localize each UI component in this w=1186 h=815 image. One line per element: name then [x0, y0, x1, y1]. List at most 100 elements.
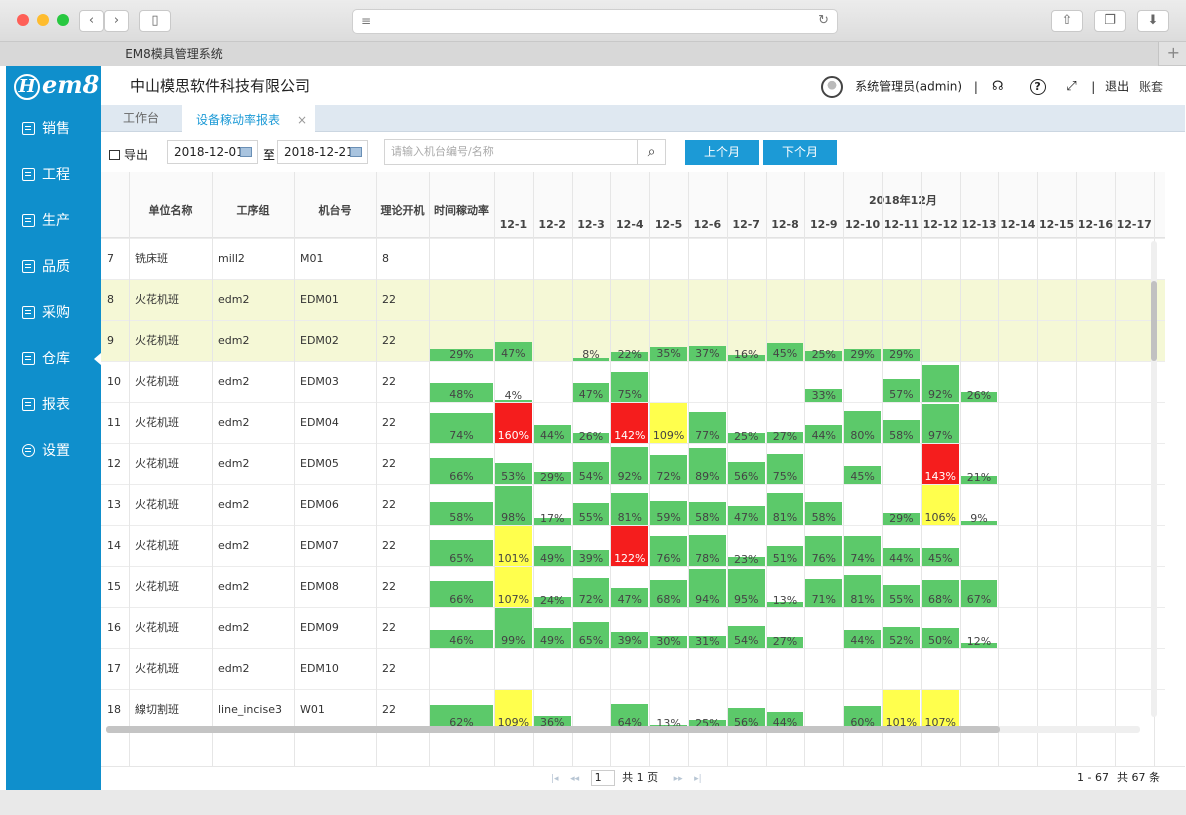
table-row[interactable]: 10 火花机班 edm2 EDM03 22 48% 4% 47% 75% 33% 57% 92% 26%	[101, 361, 1165, 402]
first-page-icon[interactable]: |◂	[551, 774, 559, 784]
headset-icon[interactable]: ☊	[992, 79, 1004, 94]
zoom-window-icon[interactable]	[57, 14, 69, 26]
header-hours[interactable]: 理论开机	[380, 204, 425, 217]
utilization-bar: 45%	[766, 343, 804, 361]
bar-label: 74%	[449, 429, 474, 442]
share-icon[interactable]: ⇧	[1051, 10, 1083, 32]
table-row[interactable]: 9 火花机班 edm2 EDM02 22 29% 47% 8% 22% 35% 37% 16% 45% 2…	[101, 320, 1165, 361]
avatar[interactable]	[821, 76, 844, 98]
vertical-scrollbar[interactable]	[1151, 241, 1157, 717]
header-day[interactable]: 12-13	[961, 218, 997, 231]
search-icon[interactable]: ⌕	[637, 140, 665, 164]
next-page-icon[interactable]: ▸▸	[673, 774, 683, 784]
utilization-bar: 50%	[921, 628, 959, 648]
browser-tab[interactable]: EM8模具管理系统	[0, 42, 1159, 66]
fullscreen-icon[interactable]: ⤢	[1066, 79, 1077, 94]
next-month-button[interactable]: 下个月	[763, 140, 837, 165]
bar-label: 89%	[695, 470, 720, 483]
scroll-thumb[interactable]	[1151, 281, 1157, 361]
bar-label: 16%	[733, 348, 759, 361]
bar-label: 49%	[539, 634, 565, 647]
close-tab-icon[interactable]: ×	[296, 113, 307, 127]
utilization-bar: 72%	[650, 455, 687, 484]
header-day[interactable]: 12-15	[1038, 218, 1075, 231]
header-day[interactable]: 12-16	[1077, 218, 1113, 231]
header-rate[interactable]: 时间稼动率	[434, 204, 489, 217]
table-row[interactable]: 18 線切割班 line_incise3 W01 22 62% 109% 36% 64% 13% 2…	[101, 689, 1165, 730]
table-row[interactable]: 15 火花机班 edm2 EDM08 22 66% 107% 24% 72% 47% 68% 94% 9…	[101, 566, 1165, 607]
header-group[interactable]: 工序组	[236, 204, 270, 217]
sidebar-item-warehouse[interactable]: 仓库	[6, 339, 101, 379]
sidebar-item-quality[interactable]: 品质	[6, 247, 101, 287]
utilization-bar: 21%	[960, 472, 998, 484]
header-day[interactable]: 12-4	[616, 218, 644, 231]
table-row[interactable]: 16 火花机班 edm2 EDM09 22 46% 99% 49% 65% 39% 30% 31% 54…	[101, 607, 1165, 648]
header-unit[interactable]: 单位名称	[148, 204, 193, 217]
tab-utilization-report[interactable]: 设备稼动率报表 ×	[182, 105, 315, 132]
sidebar-item-production[interactable]: 生产	[6, 201, 101, 241]
table-row[interactable]: 17 火花机班 edm2 EDM10 22	[101, 648, 1165, 689]
header-day[interactable]: 12-5	[654, 218, 683, 231]
tabs-overview-icon[interactable]: ❐	[1094, 10, 1126, 32]
header-day[interactable]: 1	[1154, 218, 1165, 231]
reload-icon[interactable]: ↻	[818, 13, 829, 28]
tab-workbench[interactable]: 工作台	[123, 111, 160, 125]
sidebar-item-engineering[interactable]: 工程	[6, 155, 101, 195]
user-name[interactable]: 系统管理员(admin)	[855, 79, 963, 94]
table-row[interactable]: 14 火花机班 edm2 EDM07 22 65% 101% 49% 39% 122% 76% 78%…	[101, 525, 1165, 566]
header-day[interactable]: 12-10	[844, 218, 881, 231]
help-icon[interactable]: ?	[1029, 79, 1046, 95]
sidebar-item-reports[interactable]: 报表	[6, 385, 101, 425]
header-day[interactable]: 12-2	[538, 218, 566, 231]
new-tab-icon[interactable]: +	[1166, 43, 1180, 62]
account-link[interactable]: 账套	[1138, 79, 1163, 94]
prev-month-button[interactable]: 上个月	[685, 140, 759, 165]
sidebar-item-settings[interactable]: 设置	[6, 431, 101, 471]
forward-icon[interactable]: ›	[104, 10, 129, 32]
sidebar-toggle-icon[interactable]: ▯	[139, 10, 171, 32]
date-to-input[interactable]: 2018-12-21	[277, 140, 368, 164]
header-day[interactable]: 12-17	[1116, 218, 1152, 231]
table-row[interactable]: 11 火花机班 edm2 EDM04 22 74% 160% 44% 26% 142% 109% 77…	[101, 402, 1165, 443]
utilization-bar: 75%	[766, 454, 804, 484]
header-day[interactable]: 12-9	[810, 218, 838, 231]
header-day[interactable]: 12-11	[883, 218, 919, 231]
calendar-icon[interactable]	[240, 147, 252, 157]
page-input[interactable]: 1	[590, 770, 615, 786]
address-bar[interactable]: ≡ ↻	[352, 9, 838, 34]
header-day[interactable]: 12-8	[771, 218, 799, 231]
logout-link[interactable]: 退出	[1105, 79, 1130, 94]
minimize-window-icon[interactable]	[37, 14, 49, 26]
header-day[interactable]: 12-1	[499, 218, 528, 231]
header-machine[interactable]: 机台号	[318, 204, 352, 217]
header-day[interactable]: 12-14	[1000, 218, 1036, 231]
header-day[interactable]: 12-6	[693, 218, 722, 231]
sidebar-item-purchase[interactable]: 采购	[6, 293, 101, 333]
back-icon[interactable]: ‹	[79, 10, 104, 32]
last-page-icon[interactable]: ▸|	[694, 774, 702, 784]
export-button[interactable]: 导出	[109, 146, 148, 163]
search-input[interactable]: 请输入机台编号/名称 ⌕	[384, 139, 666, 165]
prev-page-icon[interactable]: ◂◂	[570, 774, 580, 784]
header-day[interactable]: 12-7	[732, 218, 760, 231]
bar-label: 29%	[889, 512, 914, 525]
bar-label: 58%	[695, 511, 720, 524]
table-row[interactable]: 8 火花机班 edm2 EDM01 22	[101, 279, 1165, 320]
bar-label: 48%	[449, 388, 474, 401]
scroll-thumb[interactable]	[106, 726, 1000, 733]
cell-hours: 22	[382, 621, 396, 634]
horizontal-scrollbar[interactable]	[106, 726, 1140, 733]
date-from-input[interactable]: 2018-12-01	[167, 140, 258, 164]
download-icon[interactable]: ⬇	[1137, 10, 1169, 32]
reader-icon[interactable]: ≡	[361, 14, 372, 28]
table-row[interactable]: 13 火花机班 edm2 EDM06 22 58% 98% 17% 55% 81% 59% 58% 47…	[101, 484, 1165, 525]
header-day[interactable]: 12-3	[577, 218, 605, 231]
sidebar-item-sales[interactable]: 销售	[6, 109, 101, 149]
close-window-icon[interactable]	[17, 14, 29, 26]
user-area: 系统管理员(admin) | ☊ ? ⤢ | 退出 账套	[821, 76, 1163, 98]
header-day[interactable]: 12-12	[922, 218, 958, 231]
table-row[interactable]: 7 铣床班 mill2 M01 8	[101, 238, 1165, 279]
calendar-icon[interactable]	[350, 147, 362, 157]
cell-hours: 22	[382, 539, 396, 552]
table-row[interactable]: 12 火花机班 edm2 EDM05 22 66% 53% 29% 54% 92% 72% 89% 56…	[101, 443, 1165, 484]
